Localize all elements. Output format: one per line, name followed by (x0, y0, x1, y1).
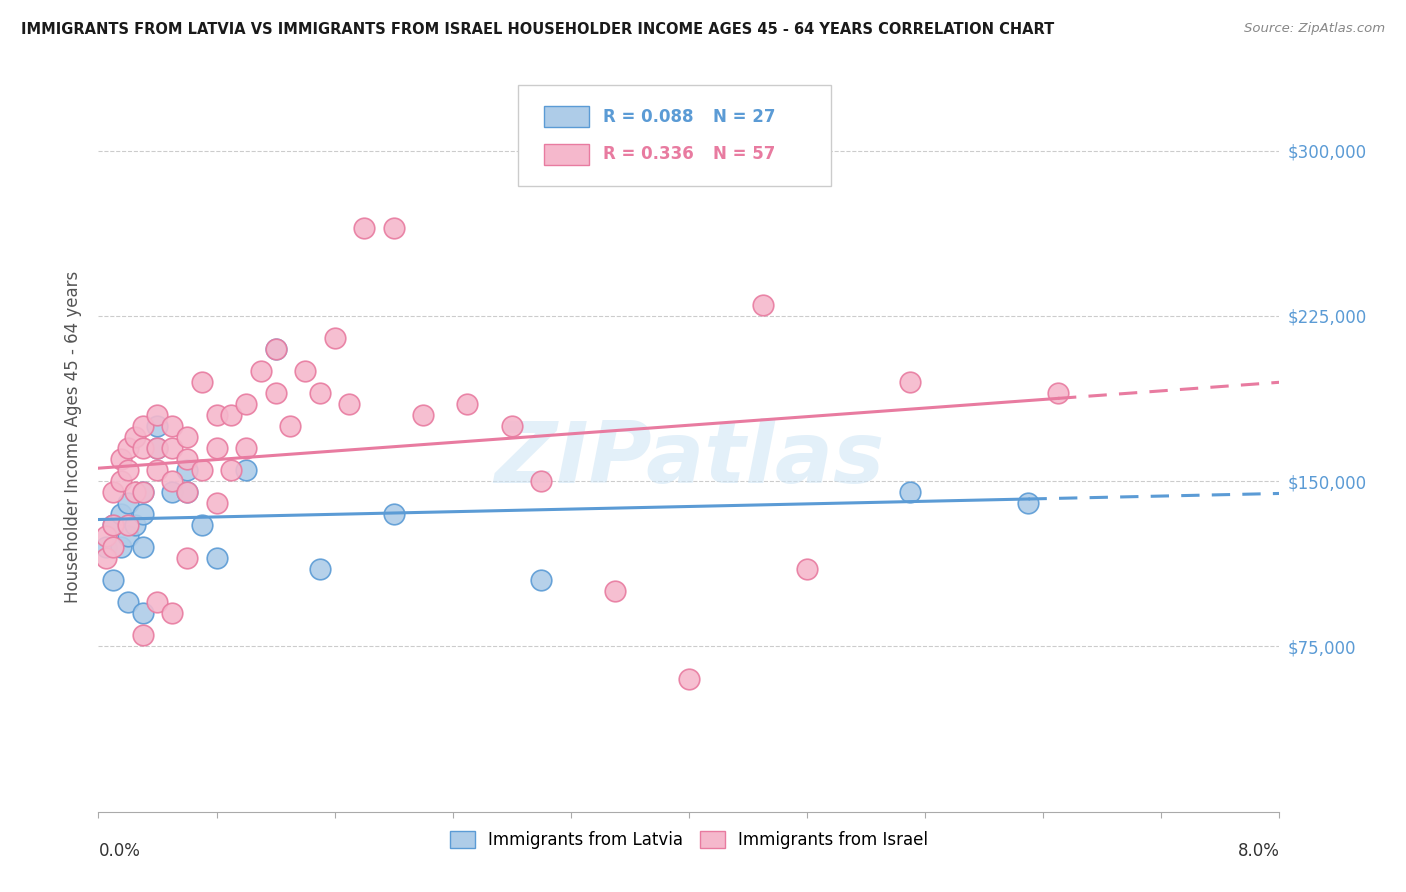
Point (605, 584, 627, 599)
Point (103, 574, 125, 588)
Point (235, 441, 257, 455)
Point (382, 507, 405, 521)
Text: R = 0.088: R = 0.088 (603, 108, 693, 126)
Text: R = 0.336: R = 0.336 (603, 145, 693, 163)
Point (382, 220, 405, 235)
Point (132, 441, 155, 455)
Legend: Immigrants from Latvia, Immigrants from Israel: Immigrants from Latvia, Immigrants from … (443, 824, 935, 855)
Point (900, 485, 922, 500)
Point (162, 474, 183, 488)
Point (205, 496, 228, 510)
Point (117, 496, 139, 510)
Point (103, 485, 125, 500)
Point (162, 419, 183, 434)
Point (176, 430, 198, 444)
Bar (544, 106, 589, 127)
Point (117, 518, 139, 533)
Y-axis label: Householder Income Ages 45 - 64 years: Householder Income Ages 45 - 64 years (63, 271, 82, 603)
Point (124, 430, 146, 444)
Point (176, 463, 198, 477)
Point (280, 419, 302, 434)
Point (235, 463, 257, 477)
Point (146, 463, 169, 477)
Point (191, 463, 214, 477)
Point (132, 485, 155, 500)
Point (530, 574, 553, 588)
Point (191, 375, 214, 389)
Point (110, 507, 132, 521)
Point (264, 342, 287, 356)
Point (1018, 496, 1040, 510)
Point (796, 562, 818, 576)
Point (309, 386, 332, 401)
Text: 0.0%: 0.0% (98, 842, 141, 860)
Point (110, 541, 132, 555)
Point (501, 419, 523, 434)
Point (221, 408, 243, 422)
Point (94, 551, 117, 566)
Point (94, 529, 117, 543)
Point (457, 397, 479, 411)
Point (264, 342, 287, 356)
Point (117, 463, 139, 477)
Point (132, 507, 155, 521)
Point (250, 364, 273, 378)
Point (900, 375, 922, 389)
Point (323, 331, 346, 345)
Point (353, 220, 375, 235)
Point (132, 541, 155, 555)
Point (205, 441, 228, 455)
Point (162, 607, 183, 621)
Point (752, 298, 775, 312)
Point (176, 485, 198, 500)
Point (412, 408, 434, 422)
Point (117, 529, 139, 543)
Point (103, 518, 125, 533)
Point (132, 419, 155, 434)
Point (124, 485, 146, 500)
Text: 8.0%: 8.0% (1237, 842, 1279, 860)
Point (146, 419, 169, 434)
Point (176, 485, 198, 500)
Point (205, 408, 228, 422)
Point (221, 463, 243, 477)
Point (103, 541, 125, 555)
Point (110, 474, 132, 488)
Point (132, 607, 155, 621)
Text: N = 27: N = 27 (713, 108, 775, 126)
Point (94, 541, 117, 555)
Point (146, 408, 169, 422)
Text: Source: ZipAtlas.com: Source: ZipAtlas.com (1244, 22, 1385, 36)
Point (124, 518, 146, 533)
Point (176, 551, 198, 566)
Point (191, 518, 214, 533)
Point (146, 595, 169, 609)
FancyBboxPatch shape (517, 85, 831, 186)
Point (132, 485, 155, 500)
Point (110, 452, 132, 467)
Point (117, 595, 139, 609)
Point (176, 452, 198, 467)
Point (146, 441, 169, 455)
Point (530, 474, 553, 488)
Text: ZIPatlas: ZIPatlas (494, 418, 884, 501)
Point (294, 364, 316, 378)
Point (103, 518, 125, 533)
Text: N = 57: N = 57 (713, 145, 775, 163)
Point (162, 485, 183, 500)
Point (146, 441, 169, 455)
Point (264, 386, 287, 401)
Point (339, 397, 361, 411)
Point (309, 562, 332, 576)
Point (162, 441, 183, 455)
Point (117, 441, 139, 455)
Point (235, 397, 257, 411)
Bar (544, 144, 589, 165)
Point (678, 673, 700, 687)
Point (132, 628, 155, 642)
Text: IMMIGRANTS FROM LATVIA VS IMMIGRANTS FROM ISRAEL HOUSEHOLDER INCOME AGES 45 - 64: IMMIGRANTS FROM LATVIA VS IMMIGRANTS FRO… (21, 22, 1054, 37)
Point (205, 551, 228, 566)
Point (1046, 386, 1070, 401)
